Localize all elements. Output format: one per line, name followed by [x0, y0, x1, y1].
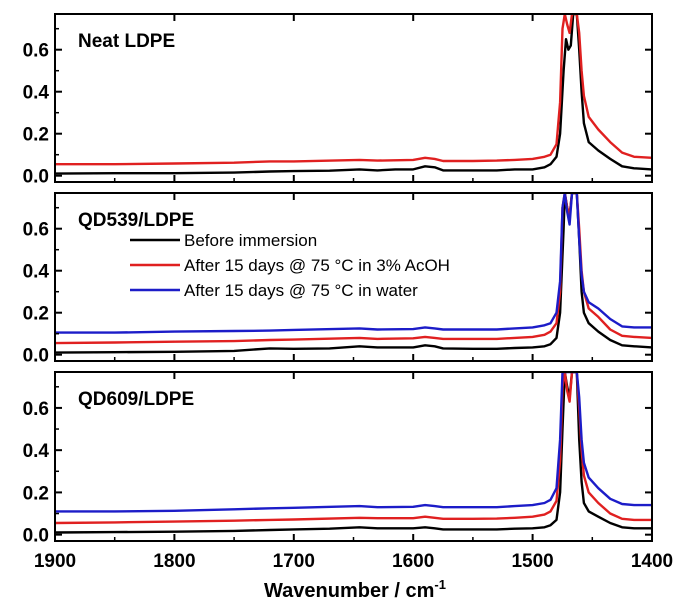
y-tick-label: 0.2 [23, 125, 49, 146]
series-line-before-immersion [55, 193, 652, 354]
x-tick-label: 1400 [631, 551, 673, 572]
series-line-after-15-days-75-c-in-water [55, 372, 652, 513]
x-tick-label: 1700 [273, 551, 315, 572]
x-tick-label: 1500 [511, 551, 553, 572]
series-line-before-immersion [55, 14, 652, 175]
y-tick-label: 0.0 [23, 346, 49, 367]
series-line-before-immersion [55, 372, 652, 534]
panel-neat-ldpe: 0.0 0.2 0.4 0.6 Neat LDPE [23, 13, 653, 188]
y-tick-label: 0.2 [23, 483, 49, 504]
legend: Before immersion After 15 days @ 75 °C in… [130, 231, 450, 300]
series-line-after-15-days-75-c-in-3-acoh [55, 14, 652, 166]
x-axis-title-superscript: -1 [434, 577, 446, 592]
panel-qd539-ldpe: 0.0 0.2 0.4 0.6 QD539/LDPE [23, 192, 653, 367]
legend-label: Before immersion [184, 231, 317, 250]
legend-label: After 15 days @ 75 °C in 3% AcOH [184, 256, 450, 275]
y-tick-label: 0.6 [23, 399, 49, 420]
panel-qd609-ldpe: 0.0 0.2 0.4 0.6 QD609/LDPE [23, 371, 653, 547]
x-tick-label: 1900 [34, 551, 76, 572]
y-tick-label: 0.4 [23, 441, 50, 462]
legend-label: After 15 days @ 75 °C in water [184, 281, 418, 300]
x-tick-label: 1800 [153, 551, 195, 572]
y-tick-label: 0.4 [23, 262, 50, 283]
panel-title: Neat LDPE [78, 31, 175, 52]
x-axis-title-text: Wavenumber / cm [264, 580, 434, 602]
y-tick-label: 0.6 [23, 220, 49, 241]
series-line-after-15-days-75-c-in-water [55, 193, 652, 334]
series-group [55, 372, 652, 534]
x-tick-label: 1600 [392, 551, 434, 572]
series-group [55, 193, 652, 354]
y-tick-label: 0.2 [23, 304, 49, 325]
y-tick-label: 0.6 [23, 41, 49, 62]
panel-title: QD609/LDPE [78, 389, 194, 410]
series-group [55, 14, 652, 175]
y-tick-label: 0.0 [23, 526, 49, 547]
y-tick-label: 0.0 [23, 167, 49, 188]
panel-title: QD539/LDPE [78, 210, 194, 231]
x-axis-title: Wavenumber / cm-1 [264, 577, 446, 602]
y-tick-label: 0.4 [23, 83, 50, 104]
series-line-after-15-days-75-c-in-3-acoh [55, 372, 652, 525]
